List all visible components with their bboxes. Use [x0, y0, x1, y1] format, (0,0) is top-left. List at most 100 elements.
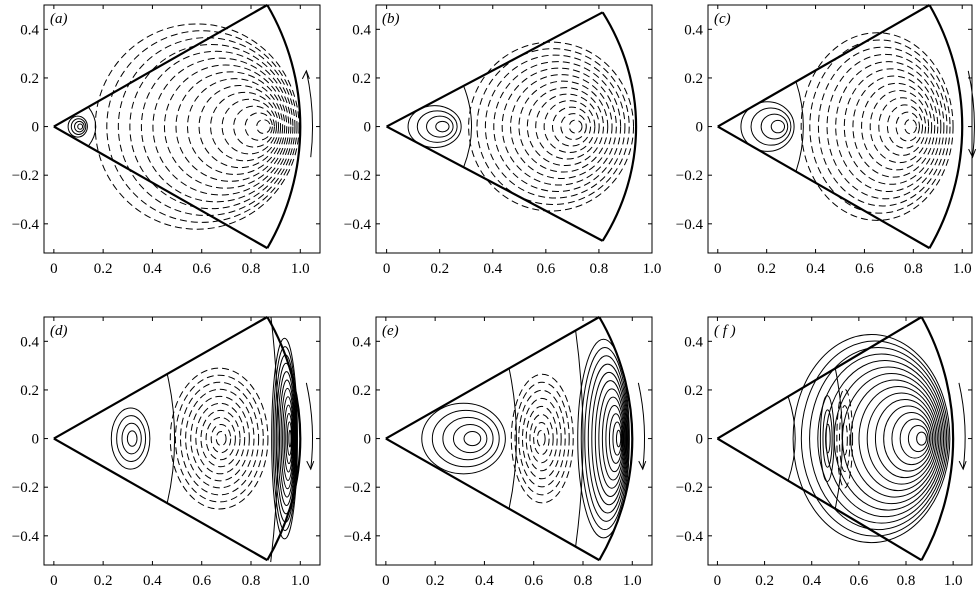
axes-frame: [375, 316, 653, 566]
positive-streamline: [126, 430, 138, 447]
positive-streamline: [288, 429, 292, 448]
positive-streamline: [792, 334, 951, 544]
rotation-arrow-head: [306, 460, 315, 471]
x-tick-label: 1.0: [953, 261, 972, 277]
y-tick-label: 0: [696, 120, 704, 136]
positive-streamline: [740, 101, 795, 152]
negative-streamline: [221, 98, 277, 155]
panel-e: 0 0.2 0.4 0.6 0.8 1.0 0.4 0.2 0 −0.2 −0.4 (e): [344, 316, 653, 589]
positive-streamline: [463, 431, 482, 447]
positive-streamline: [280, 387, 295, 490]
x-tick-label: 0.6: [192, 261, 211, 277]
negative-streamline: [244, 112, 273, 141]
positive-streamline: [916, 431, 927, 446]
negative-streamline: [493, 61, 622, 193]
wedge-arc: [928, 4, 964, 249]
positive-streamline: [874, 399, 935, 479]
positive-streamline: [282, 396, 294, 481]
panel-d: 0 0.2 0.4 0.6 0.8 1.0 0.4 0.2 0 −0.2 −0.4 (d): [12, 316, 321, 589]
x-tick-label: 0.2: [426, 573, 445, 589]
negative-streamline: [521, 397, 562, 480]
x-tick-label: 0.8: [242, 573, 261, 589]
wedge-arc: [601, 11, 638, 242]
x-tick-label: 0.6: [192, 573, 211, 589]
positive-streamline: [416, 110, 458, 143]
positive-streamline: [750, 107, 792, 146]
positive-streamline: [110, 407, 151, 470]
negative-streamline: [117, 37, 296, 217]
axes-frame: [375, 4, 653, 254]
negative-streamline: [215, 431, 227, 447]
y-tick-label: 0.2: [20, 383, 39, 399]
positive-streamline: [421, 402, 506, 475]
negative-streamline: [560, 113, 587, 141]
negative-streamline: [190, 395, 250, 482]
negative-streamline: [94, 23, 300, 230]
wedge-lower-wall: [386, 125, 604, 242]
negative-streamline: [826, 53, 945, 200]
y-tick-label: −0.4: [676, 529, 704, 545]
positive-streamline: [833, 366, 943, 511]
x-tick-label: 0: [50, 261, 58, 277]
negative-streamline: [529, 413, 554, 464]
positive-streamline: [452, 423, 488, 454]
positive-streamline: [74, 120, 85, 133]
negative-streamline: [535, 93, 600, 160]
panel-label: (a): [50, 11, 68, 27]
x-tick-label: 0.2: [757, 261, 776, 277]
wedge-lower-wall: [53, 125, 268, 250]
negative-streamline: [904, 118, 917, 135]
x-tick-label: 0.4: [483, 261, 502, 277]
positive-streamline: [442, 416, 494, 461]
y-tick-label: −0.4: [676, 217, 704, 233]
separatrix: [508, 368, 517, 509]
x-tick-label: 0.8: [574, 573, 593, 589]
wedge-lower-wall: [53, 437, 268, 562]
negative-streamline: [533, 421, 550, 456]
x-tick-label: 0.4: [143, 261, 162, 277]
negative-streamline: [140, 50, 292, 203]
positive-streamline: [271, 337, 298, 540]
axes-frame: [707, 316, 973, 566]
rotation-arrow-head: [638, 460, 647, 471]
negative-streamline: [501, 67, 617, 186]
x-tick-label: 0.6: [536, 261, 555, 277]
y-tick-label: 0.2: [684, 71, 703, 87]
separatrix: [270, 317, 279, 563]
rotation-arrow: [305, 382, 313, 470]
x-tick-label: 1.0: [643, 261, 662, 277]
negative-streamline: [543, 100, 596, 154]
wedge-arc: [920, 316, 955, 561]
x-tick-label: 1.0: [623, 573, 642, 589]
negative-streamline: [106, 30, 298, 223]
y-tick-label: −0.2: [344, 480, 371, 496]
panel-label: (d): [50, 323, 68, 339]
x-tick-label: 0.6: [849, 573, 868, 589]
negative-streamline: [838, 405, 851, 473]
positive-streamline: [899, 418, 931, 459]
wedge-upper-wall: [53, 316, 268, 440]
positive-streamline: [809, 347, 948, 531]
positive-streamline: [850, 379, 940, 498]
positive-streamline: [431, 409, 500, 468]
x-tick-label: 0.4: [475, 573, 494, 589]
positive-streamline: [587, 363, 628, 514]
positive-streamline: [866, 392, 937, 485]
positive-streamline: [77, 123, 84, 130]
wedge-lower-wall: [716, 437, 923, 562]
positive-streamline: [760, 113, 789, 140]
negative-streamline: [800, 32, 954, 221]
y-tick-label: −0.4: [12, 529, 40, 545]
negative-streamline: [195, 402, 246, 475]
positive-streamline: [858, 386, 938, 492]
contour-group: [67, 23, 300, 230]
positive-streamline: [577, 338, 630, 539]
separatrix: [463, 85, 473, 168]
negative-streamline: [568, 119, 583, 134]
separatrix: [795, 81, 804, 172]
axes-frame: [43, 4, 321, 254]
positive-streamline: [817, 353, 946, 524]
x-tick-label: 0.4: [143, 573, 162, 589]
negative-streamline: [210, 91, 280, 162]
